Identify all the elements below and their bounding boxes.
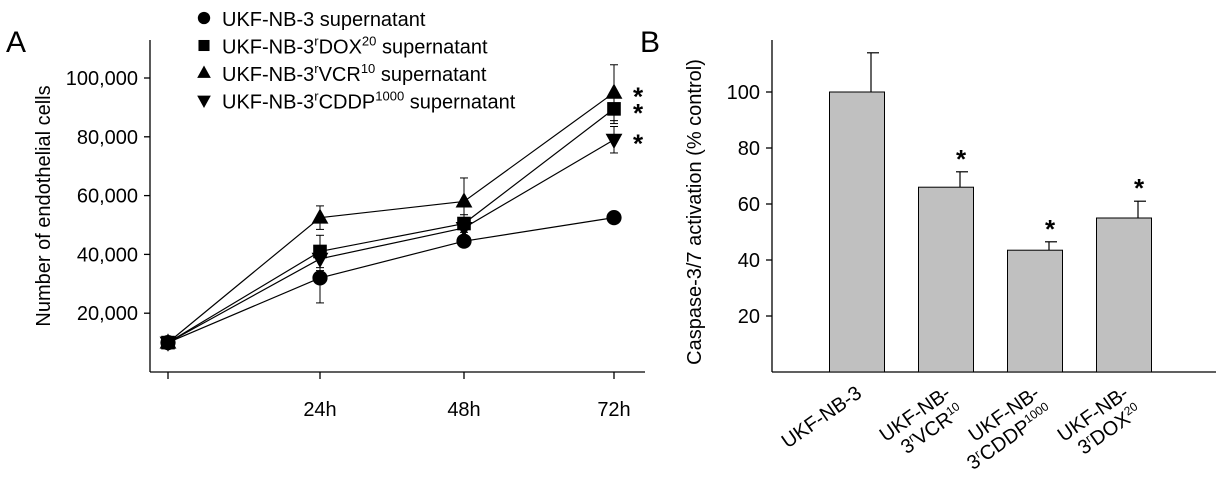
category-text: UKF-NB-3 bbox=[778, 382, 866, 453]
series-line bbox=[167, 108, 615, 344]
x-category-label: UKF-NB-3rCDDP1000 bbox=[951, 382, 1057, 475]
legend-label: UKF-NB-3rDOX20 supernatant bbox=[222, 34, 488, 59]
data-point bbox=[606, 210, 622, 226]
significance-star: * bbox=[956, 144, 967, 174]
y-tick-label-a: 100,000 bbox=[66, 68, 138, 90]
data-point bbox=[159, 336, 177, 352]
legend-superscript: 1000 bbox=[375, 89, 404, 104]
panel-a-label: A bbox=[6, 26, 26, 59]
legend-superscript: r bbox=[314, 61, 319, 76]
x-tick-label-a: 24h bbox=[303, 399, 336, 421]
significance-star: * bbox=[1045, 214, 1056, 244]
bar bbox=[1007, 249, 1063, 373]
category-superscript: r bbox=[972, 447, 983, 461]
y-tick-label-b: 80 bbox=[738, 138, 760, 160]
data-point bbox=[311, 252, 329, 269]
y-tick-label-b: 100 bbox=[727, 82, 760, 104]
legend-label: UKF-NB-3rVCR10 supernatant bbox=[222, 61, 487, 86]
data-point bbox=[456, 233, 472, 249]
bar bbox=[829, 91, 885, 373]
data-point bbox=[455, 221, 473, 238]
legend-label: UKF-NB-3 supernatant bbox=[222, 9, 426, 31]
legend-text: supernatant bbox=[404, 92, 516, 114]
x-category-label: UKF-NB-3rDOX20 bbox=[1054, 382, 1146, 465]
significance-star: * bbox=[1134, 173, 1145, 203]
legend-text: supernatant bbox=[375, 64, 487, 86]
legend-text: UKF-NB-3 supernatant bbox=[222, 9, 426, 31]
series-line bbox=[167, 217, 615, 344]
significance-star: * bbox=[633, 129, 644, 159]
legend-text: DOX bbox=[319, 37, 362, 59]
legend-marker bbox=[198, 39, 210, 52]
y-tick-label-a: 60,000 bbox=[77, 186, 138, 208]
legend-text: CDDP bbox=[319, 92, 376, 114]
legend-superscript: r bbox=[314, 89, 319, 104]
y-tick-label-b: 60 bbox=[738, 194, 760, 216]
legend-text: supernatant bbox=[376, 37, 488, 59]
y-tick-label-a: 40,000 bbox=[77, 244, 138, 266]
y-axis-title-b: Caspase-3/7 activation (% control) bbox=[684, 59, 706, 365]
x-category-label: UKF-NB-3 bbox=[778, 382, 866, 453]
x-tick-label-a: 72h bbox=[597, 399, 630, 421]
panel-b-label: B bbox=[640, 26, 660, 59]
y-axis-title-a: Number of endothelial cells bbox=[33, 85, 55, 326]
legend-text: VCR bbox=[319, 64, 361, 86]
legend-superscript: r bbox=[314, 34, 319, 49]
bar bbox=[1096, 217, 1152, 373]
data-point bbox=[605, 133, 623, 149]
bar bbox=[918, 186, 974, 373]
series-line bbox=[167, 139, 615, 344]
x-tick-label-a: 48h bbox=[447, 399, 480, 421]
significance-star: * bbox=[633, 98, 644, 128]
legend-superscript: 10 bbox=[361, 61, 375, 76]
bar-chart-b: Caspase-3/7 activation (% control) 20 40 6… bbox=[684, 40, 1216, 475]
legend-label: UKF-NB-3rCDDP1000 supernatant bbox=[222, 89, 516, 114]
legend-marker bbox=[197, 11, 211, 25]
data-point bbox=[312, 270, 328, 286]
series-line bbox=[167, 92, 615, 344]
data-point bbox=[605, 83, 623, 99]
legend-text: UKF-NB-3 bbox=[222, 92, 314, 114]
data-point bbox=[607, 102, 621, 116]
y-tick-label-b: 20 bbox=[738, 306, 760, 328]
legend-marker bbox=[197, 95, 211, 108]
significance-star: * bbox=[633, 82, 644, 112]
legend-marker bbox=[197, 65, 211, 78]
y-tick-label-a: 80,000 bbox=[77, 127, 138, 149]
legend-text: UKF-NB-3 bbox=[222, 64, 314, 86]
legend-superscript: 20 bbox=[362, 34, 376, 49]
legend-text: UKF-NB-3 bbox=[222, 37, 314, 59]
data-point bbox=[455, 192, 473, 208]
data-point bbox=[311, 208, 329, 224]
x-category-label: UKF-NB-3rVCR10 bbox=[876, 382, 968, 465]
category-superscript: r bbox=[905, 431, 916, 445]
y-tick-label-b: 40 bbox=[738, 250, 760, 272]
category-superscript: r bbox=[1083, 432, 1094, 446]
line-chart-a: Number of endothelial cells UKF-NB-3 sup… bbox=[33, 9, 645, 421]
y-tick-label-a: 20,000 bbox=[77, 303, 138, 325]
